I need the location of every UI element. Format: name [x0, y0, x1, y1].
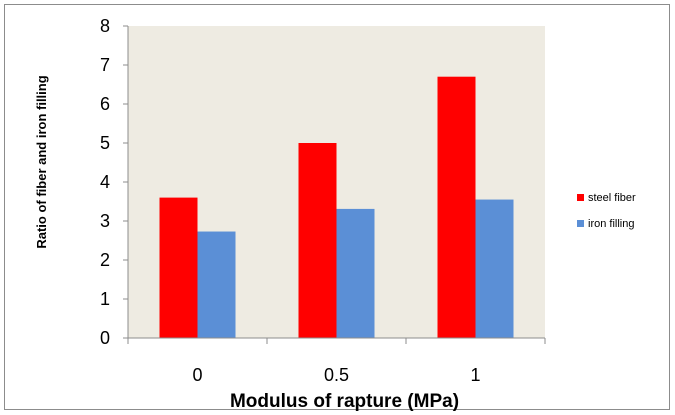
- bar-steel-fiber-0.5: [298, 143, 337, 338]
- y-tick-label: 2: [100, 250, 110, 270]
- y-tick-label: 5: [100, 133, 110, 153]
- y-tick-label: 1: [100, 289, 110, 309]
- bar-iron-filling-0.5: [336, 208, 375, 338]
- y-tick-label: 7: [100, 55, 110, 75]
- y-tick-label: 8: [100, 16, 110, 36]
- y-ticks-group: 0 1 2 3 4 5 6 7 8: [100, 16, 128, 348]
- legend-label: steel fiber: [588, 192, 636, 204]
- y-tick-label: 4: [100, 172, 110, 192]
- legend-swatch: [577, 220, 584, 227]
- x-tick-label: 1: [470, 365, 480, 385]
- bar-steel-fiber-0: [159, 197, 198, 338]
- x-ticks-group: 0 0.5 1: [127, 338, 546, 385]
- legend-swatch: [577, 194, 584, 201]
- y-axis-title: Ratio of fiber and iron filling: [34, 75, 49, 248]
- legend: steel fiber iron filling: [577, 192, 636, 230]
- bar-steel-fiber-1: [437, 76, 476, 338]
- bars-group: [159, 76, 514, 338]
- x-tick-label: 0.5: [324, 365, 349, 385]
- y-tick-label: 0: [100, 328, 110, 348]
- bar-iron-filling-1: [475, 199, 514, 338]
- x-tick-label: 0: [192, 365, 202, 385]
- y-tick-label: 6: [100, 94, 110, 114]
- legend-label: iron filling: [588, 218, 634, 230]
- bar-iron-filling-0: [197, 231, 236, 338]
- x-axis-title: Modulus of rapture (MPa): [230, 391, 459, 412]
- y-tick-label: 3: [100, 211, 110, 231]
